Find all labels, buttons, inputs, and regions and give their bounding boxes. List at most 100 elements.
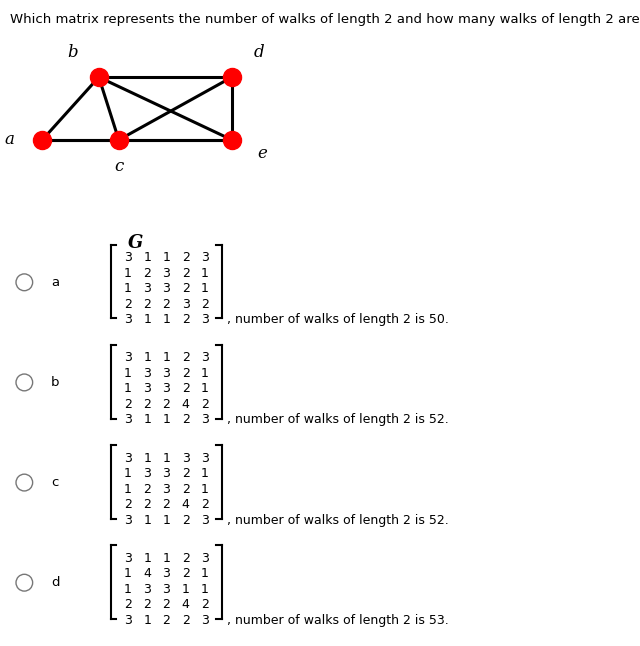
Text: b: b xyxy=(51,376,60,389)
Text: 1: 1 xyxy=(201,382,209,395)
Text: b: b xyxy=(67,44,77,61)
Text: 2: 2 xyxy=(182,483,189,495)
Text: 2: 2 xyxy=(182,351,189,364)
Text: 3: 3 xyxy=(163,583,170,596)
Text: 3: 3 xyxy=(163,382,170,395)
Text: 2: 2 xyxy=(143,483,151,495)
Text: 1: 1 xyxy=(163,251,170,264)
Text: 2: 2 xyxy=(124,498,132,511)
Text: a: a xyxy=(51,276,60,289)
Text: , number of walks of length 2 is 50.: , number of walks of length 2 is 50. xyxy=(227,313,449,326)
Text: 3: 3 xyxy=(201,351,209,364)
Text: 1: 1 xyxy=(143,413,151,426)
Text: 1: 1 xyxy=(124,567,132,580)
Text: 3: 3 xyxy=(163,267,170,280)
Text: 3: 3 xyxy=(163,367,170,380)
Text: 3: 3 xyxy=(143,382,151,395)
Text: 1: 1 xyxy=(143,614,151,627)
Text: 2: 2 xyxy=(182,251,189,264)
Text: 2: 2 xyxy=(182,467,189,480)
Text: 1: 1 xyxy=(124,282,132,295)
Text: 2: 2 xyxy=(124,398,132,411)
Text: 1: 1 xyxy=(201,282,209,295)
Text: 4: 4 xyxy=(143,567,151,580)
Text: 3: 3 xyxy=(182,452,189,464)
Text: a: a xyxy=(4,131,14,149)
Text: 2: 2 xyxy=(143,298,151,311)
Text: 3: 3 xyxy=(163,282,170,295)
Text: 3: 3 xyxy=(124,413,132,426)
Text: 1: 1 xyxy=(201,367,209,380)
Text: 4: 4 xyxy=(182,598,189,611)
Text: 1: 1 xyxy=(201,583,209,596)
Text: 2: 2 xyxy=(182,367,189,380)
Text: 1: 1 xyxy=(163,413,170,426)
Text: 2: 2 xyxy=(163,614,170,627)
Text: 3: 3 xyxy=(163,483,170,495)
Text: 3: 3 xyxy=(163,467,170,480)
Text: 2: 2 xyxy=(143,267,151,280)
Text: 1: 1 xyxy=(201,483,209,495)
Text: 2: 2 xyxy=(182,567,189,580)
Text: 1: 1 xyxy=(124,367,132,380)
Text: 3: 3 xyxy=(124,552,132,565)
Text: 1: 1 xyxy=(163,552,170,565)
Text: 3: 3 xyxy=(201,614,209,627)
Text: 2: 2 xyxy=(163,398,170,411)
Text: 2: 2 xyxy=(182,267,189,280)
Text: 1: 1 xyxy=(143,514,151,526)
Text: 3: 3 xyxy=(143,583,151,596)
Text: 3: 3 xyxy=(143,467,151,480)
Text: 2: 2 xyxy=(163,498,170,511)
Text: 2: 2 xyxy=(182,552,189,565)
Text: , number of walks of length 2 is 52.: , number of walks of length 2 is 52. xyxy=(227,514,449,526)
Text: 2: 2 xyxy=(182,382,189,395)
Text: 2: 2 xyxy=(182,614,189,627)
Text: 2: 2 xyxy=(143,598,151,611)
Text: 3: 3 xyxy=(124,452,132,464)
Text: 2: 2 xyxy=(163,598,170,611)
Text: 1: 1 xyxy=(201,267,209,280)
Text: 2: 2 xyxy=(124,598,132,611)
Text: 3: 3 xyxy=(143,282,151,295)
Text: 3: 3 xyxy=(124,514,132,526)
Text: 3: 3 xyxy=(182,298,189,311)
Text: 1: 1 xyxy=(143,313,151,326)
Text: Which matrix represents the number of walks of length 2 and how many walks of le: Which matrix represents the number of wa… xyxy=(10,13,640,26)
Text: 1: 1 xyxy=(124,267,132,280)
Text: 1: 1 xyxy=(124,483,132,495)
Text: 4: 4 xyxy=(182,498,189,511)
Text: 3: 3 xyxy=(201,413,209,426)
Text: 3: 3 xyxy=(124,251,132,264)
Text: 2: 2 xyxy=(143,498,151,511)
Text: 1: 1 xyxy=(143,351,151,364)
Text: 3: 3 xyxy=(201,452,209,464)
Text: 3: 3 xyxy=(143,367,151,380)
Text: 3: 3 xyxy=(124,351,132,364)
Text: 1: 1 xyxy=(163,313,170,326)
Text: 2: 2 xyxy=(201,298,209,311)
Text: 2: 2 xyxy=(182,282,189,295)
Text: 3: 3 xyxy=(163,567,170,580)
Text: 3: 3 xyxy=(201,313,209,326)
Text: 1: 1 xyxy=(163,452,170,464)
Text: 1: 1 xyxy=(163,351,170,364)
Text: 2: 2 xyxy=(124,298,132,311)
Text: 1: 1 xyxy=(143,251,151,264)
Text: 3: 3 xyxy=(201,251,209,264)
Text: 3: 3 xyxy=(201,552,209,565)
Text: , number of walks of length 2 is 52.: , number of walks of length 2 is 52. xyxy=(227,413,449,426)
Text: c: c xyxy=(51,476,59,489)
Text: , number of walks of length 2 is 53.: , number of walks of length 2 is 53. xyxy=(227,614,449,627)
Text: 3: 3 xyxy=(201,514,209,526)
Text: 2: 2 xyxy=(201,598,209,611)
Text: 2: 2 xyxy=(143,398,151,411)
Text: e: e xyxy=(257,145,267,162)
Text: 3: 3 xyxy=(124,313,132,326)
Text: 2: 2 xyxy=(163,298,170,311)
Text: d: d xyxy=(253,44,264,61)
Text: 1: 1 xyxy=(182,583,189,596)
Text: 2: 2 xyxy=(182,313,189,326)
Text: 1: 1 xyxy=(143,552,151,565)
Text: 2: 2 xyxy=(182,514,189,526)
